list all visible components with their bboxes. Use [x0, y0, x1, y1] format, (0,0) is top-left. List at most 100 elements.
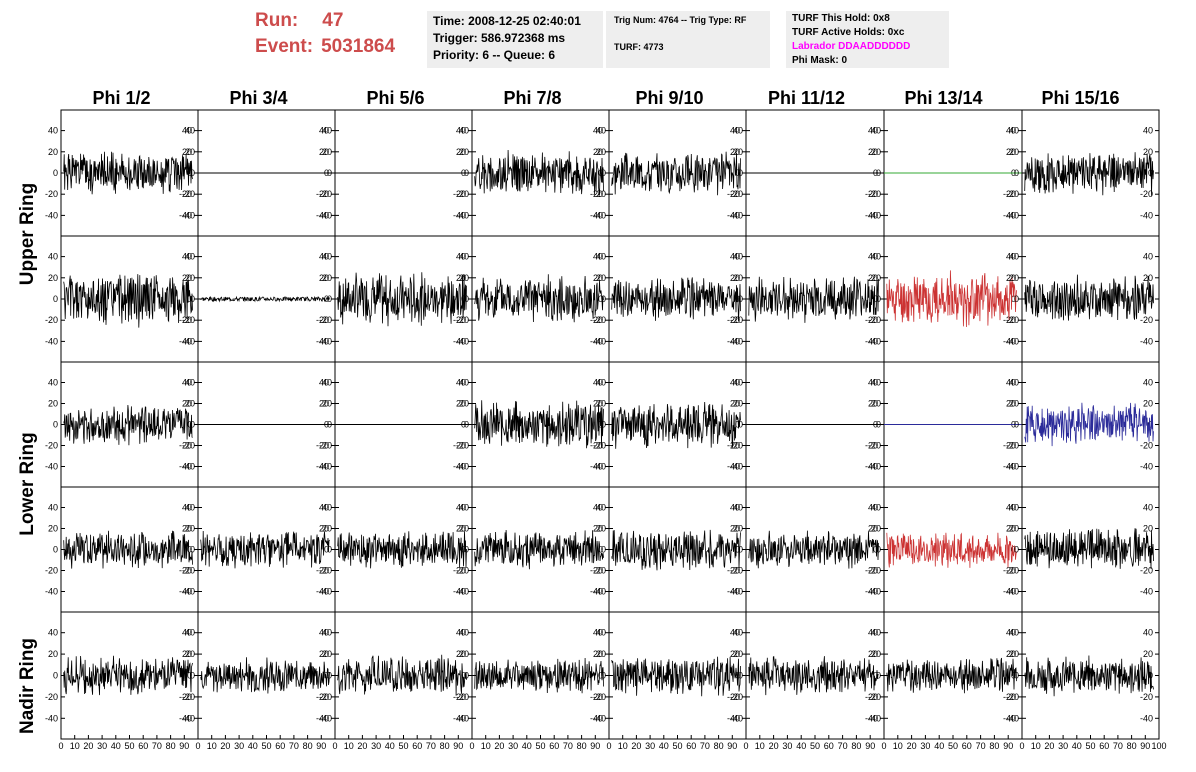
y-tick-label: 40	[1143, 628, 1153, 638]
trigger-info-box: Trig Num: 4764 -- Trig Type: RF TURF: 47…	[606, 11, 770, 68]
x-tick-label: 70	[289, 741, 299, 751]
priority-text: Priority: 6 -- Queue: 6	[433, 48, 556, 62]
turf-active-holds-text: TURF Active Holds: 0xc	[792, 27, 905, 38]
y-tick-label: -40	[1003, 587, 1016, 597]
y-tick-label: 40	[48, 378, 58, 388]
y-tick-label: -40	[453, 713, 466, 723]
x-tick-label: 20	[83, 741, 93, 751]
y-tick-label: -40	[868, 462, 881, 472]
x-tick-label: 60	[412, 741, 422, 751]
y-tick-label: -20	[456, 692, 469, 702]
y-tick-label: 20	[1143, 524, 1153, 534]
run-value: 47	[322, 10, 344, 31]
x-tick-label: 0	[1019, 741, 1024, 751]
turf-this-hold-text: TURF This Hold: 0x8	[792, 13, 890, 24]
run-event-box: Run: 47 Event: 5031864	[255, 8, 395, 60]
y-tick-label: 20	[733, 399, 743, 409]
y-tick-label: -40	[593, 336, 606, 346]
y-tick-label: 20	[596, 524, 606, 534]
y-tick-label: -40	[319, 587, 332, 597]
y-tick-label: 20	[733, 649, 743, 659]
waveform-trace	[337, 272, 467, 327]
y-tick-label: -20	[590, 315, 603, 325]
y-tick-label: -20	[1006, 315, 1019, 325]
y-tick-label: 40	[459, 378, 469, 388]
column-header-phi-5-6: Phi 5/6	[366, 88, 425, 108]
y-tick-label: -40	[1006, 462, 1019, 472]
x-tick-label: 90	[590, 741, 600, 751]
y-tick-label: -40	[590, 210, 603, 220]
y-tick-label: 0	[738, 671, 743, 681]
y-tick-label: -40	[179, 462, 192, 472]
y-tick-label: 0	[1014, 294, 1019, 304]
y-tick-label: 20	[1006, 273, 1016, 283]
y-tick-label: -20	[182, 566, 195, 576]
x-tick-label: 30	[782, 741, 792, 751]
y-tick-label: -20	[453, 566, 466, 576]
y-tick-label: 0	[1014, 545, 1019, 555]
y-tick-label: 40	[593, 503, 603, 513]
waveform-trace	[1024, 655, 1154, 697]
y-tick-label: -20	[456, 189, 469, 199]
y-tick-label: 0	[190, 671, 195, 681]
y-tick-label: 0	[876, 671, 881, 681]
y-tick-label: -20	[182, 189, 195, 199]
y-tick-label: 0	[1014, 671, 1019, 681]
x-tick-label: 60	[686, 741, 696, 751]
y-tick-label: -40	[1006, 587, 1019, 597]
y-tick-label: 20	[733, 273, 743, 283]
x-tick-label: 80	[166, 741, 176, 751]
y-tick-label: 40	[730, 628, 740, 638]
x-tick-label: 80	[577, 741, 587, 751]
y-tick-label: -40	[590, 587, 603, 597]
y-tick-label: 40	[459, 126, 469, 136]
y-tick-label: 0	[1148, 294, 1153, 304]
y-tick-label: 20	[730, 147, 740, 157]
y-tick-label: 40	[593, 628, 603, 638]
y-tick-label: 20	[456, 649, 466, 659]
waveform-trace	[474, 657, 604, 694]
y-tick-label: 0	[601, 294, 606, 304]
y-tick-label: 20	[730, 524, 740, 534]
y-tick-label: 0	[735, 168, 740, 178]
waveform-trace	[474, 400, 604, 449]
x-tick-label: 40	[385, 741, 395, 751]
y-tick-label: 40	[182, 503, 192, 513]
y-tick-label: 0	[190, 420, 195, 430]
y-tick-label: -40	[1140, 210, 1153, 220]
y-tick-label: 0	[735, 420, 740, 430]
x-tick-label: 80	[1127, 741, 1137, 751]
x-tick-label: 20	[769, 741, 779, 751]
x-tick-label: 0	[606, 741, 611, 751]
y-tick-label: 20	[459, 399, 469, 409]
y-tick-label: -20	[179, 692, 192, 702]
waveform-trace	[748, 276, 879, 323]
y-tick-label: -20	[316, 566, 329, 576]
y-tick-label: -20	[868, 441, 881, 451]
y-tick-label: 20	[322, 399, 332, 409]
y-tick-label: 20	[459, 649, 469, 659]
y-tick-label: -20	[1003, 189, 1016, 199]
y-tick-label: -40	[865, 336, 878, 346]
y-tick-label: -40	[1006, 210, 1019, 220]
x-tick-label: 70	[700, 741, 710, 751]
x-tick-label: 70	[563, 741, 573, 751]
y-tick-label: 20	[456, 399, 466, 409]
run-line: Run: 47	[255, 8, 395, 34]
x-tick-label: 80	[989, 741, 999, 751]
y-tick-label: 40	[733, 126, 743, 136]
x-tick-label: 30	[97, 741, 107, 751]
y-tick-label: 0	[876, 545, 881, 555]
y-tick-label: 20	[456, 147, 466, 157]
y-tick-label: -20	[865, 315, 878, 325]
x-tick-label: 60	[1099, 741, 1109, 751]
y-tick-label: 20	[730, 273, 740, 283]
y-tick-label: -20	[45, 566, 58, 576]
y-tick-label: 20	[1006, 649, 1016, 659]
y-tick-label: -20	[593, 566, 606, 576]
y-tick-label: -40	[1003, 713, 1016, 723]
y-tick-label: 20	[868, 649, 878, 659]
y-tick-label: 20	[868, 399, 878, 409]
x-tick-label: 0	[58, 741, 63, 751]
y-tick-label: 20	[1009, 649, 1019, 659]
